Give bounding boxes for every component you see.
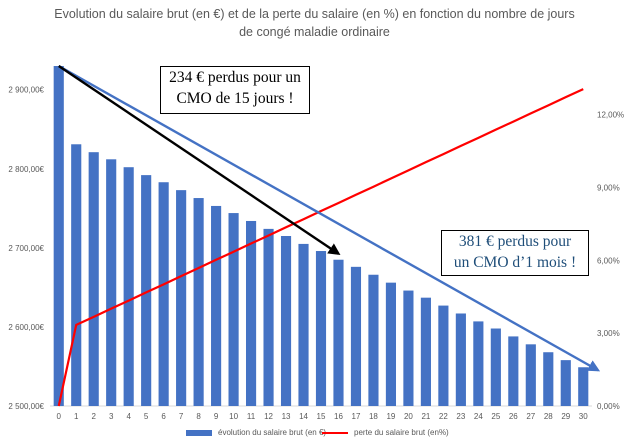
y-left-tick-label: 2 900,00€ — [8, 86, 44, 95]
x-tick-label: 9 — [214, 412, 219, 421]
callout-15-days-line-2: CMO de 15 jours ! — [176, 90, 294, 107]
y-left-tick-label: 2 800,00€ — [8, 165, 44, 174]
black-arrow — [58, 65, 341, 256]
x-tick-label: 13 — [282, 412, 291, 421]
bar-day-8 — [193, 198, 204, 406]
x-tick-label: 24 — [474, 412, 483, 421]
x-tick-label: 26 — [509, 412, 518, 421]
y-left-tick-label: 2 600,00€ — [8, 323, 44, 332]
blue-arrow — [58, 64, 601, 372]
y-right-tick-label: 3,00% — [597, 329, 620, 338]
y-right-tick-label: 12,00% — [597, 111, 624, 120]
legend-item-loss: perte du salaire brut (en%) — [322, 428, 449, 437]
chart-title-line-2: de congé maladie ordinaire — [239, 25, 390, 39]
bar-day-16 — [333, 259, 344, 406]
x-tick-label: 16 — [334, 412, 343, 421]
x-tick-label: 15 — [317, 412, 326, 421]
x-tick-label: 2 — [91, 412, 96, 421]
legend-swatch-line — [322, 431, 348, 434]
x-tick-label: 14 — [299, 412, 308, 421]
x-tick-label: 18 — [369, 412, 378, 421]
bar-day-26 — [508, 336, 519, 406]
x-tick-label: 10 — [229, 412, 238, 421]
y-left-tick-label: 2 500,00€ — [8, 402, 44, 411]
callout-1-month-line-1: 381 € perdus pour — [458, 233, 572, 250]
y-right-tick-label: 0,00% — [597, 402, 620, 411]
loss-line — [57, 88, 584, 407]
callout-1-month: 381 € perdus pour un CMO d’1 mois ! — [441, 230, 589, 276]
y-left-tick-label: 2 700,00€ — [8, 244, 44, 253]
bar-day-2 — [88, 152, 99, 406]
callout-1-month-line-2: un CMO d’1 mois ! — [453, 254, 577, 271]
x-tick-label: 28 — [544, 412, 553, 421]
bar-day-28 — [543, 352, 554, 406]
x-tick-label: 29 — [561, 412, 570, 421]
bar-day-17 — [350, 266, 362, 406]
callout-15-days: 234 € perdus pour un CMO de 15 jours ! — [160, 66, 310, 114]
bar-day-15 — [315, 251, 327, 406]
bar-day-18 — [368, 274, 379, 406]
x-tick-label: 30 — [579, 412, 588, 421]
bar-day-27 — [525, 344, 536, 406]
bar-day-10 — [228, 213, 239, 406]
bar-day-6 — [158, 182, 169, 406]
x-tick-label: 1 — [74, 412, 79, 421]
x-tick-label: 21 — [421, 412, 430, 421]
x-tick-label: 5 — [144, 412, 149, 421]
bar-day-14 — [298, 243, 309, 406]
chart-title-line-1: Evolution du salaire brut (en €) et de l… — [54, 7, 575, 21]
legend-swatch-bar — [186, 429, 212, 436]
x-tick-label: 12 — [264, 412, 273, 421]
x-tick-label: 4 — [126, 412, 131, 421]
x-tick-label: 3 — [109, 412, 114, 421]
x-tick-label: 7 — [179, 412, 184, 421]
x-tick-label: 23 — [456, 412, 465, 421]
x-tick-label: 6 — [161, 412, 166, 421]
bar-day-3 — [106, 159, 117, 406]
bar-day-30 — [578, 367, 589, 406]
bar-day-29 — [560, 360, 571, 406]
legend-item-salary: évolution du salaire brut (en €) — [186, 428, 326, 437]
bar-day-24 — [473, 321, 484, 406]
bar-day-21 — [420, 297, 431, 406]
legend-label-loss: perte du salaire brut (en%) — [354, 428, 449, 437]
bar-day-13 — [280, 236, 292, 406]
y-right-tick-label: 6,00% — [597, 256, 620, 265]
x-tick-label: 19 — [386, 412, 395, 421]
bar-day-22 — [438, 305, 449, 406]
x-tick-label: 25 — [491, 412, 500, 421]
bar-day-12 — [263, 228, 274, 406]
bar-day-25 — [490, 328, 501, 406]
bar-day-1 — [71, 144, 82, 407]
x-tick-label: 8 — [196, 412, 201, 421]
bar-day-20 — [403, 290, 414, 406]
bar-day-4 — [123, 167, 134, 406]
bar-day-0 — [53, 66, 64, 406]
x-tick-label: 20 — [404, 412, 413, 421]
bar-day-11 — [245, 220, 257, 406]
bar-day-7 — [176, 190, 187, 406]
y-right-tick-label: 9,00% — [597, 183, 620, 192]
bar-day-5 — [141, 175, 152, 406]
bar-day-19 — [385, 282, 397, 406]
x-tick-label: 0 — [57, 412, 62, 421]
legend: évolution du salaire brut (en €) perte d… — [0, 428, 629, 442]
bar-day-23 — [455, 313, 466, 406]
callout-15-days-line-1: 234 € perdus pour un — [169, 69, 301, 86]
x-tick-label: 27 — [526, 412, 535, 421]
legend-label-salary: évolution du salaire brut (en €) — [218, 428, 327, 437]
x-tick-label: 11 — [247, 412, 256, 421]
x-tick-label: 17 — [352, 412, 361, 421]
x-tick-label: 22 — [439, 412, 448, 421]
bar-day-9 — [211, 205, 222, 406]
